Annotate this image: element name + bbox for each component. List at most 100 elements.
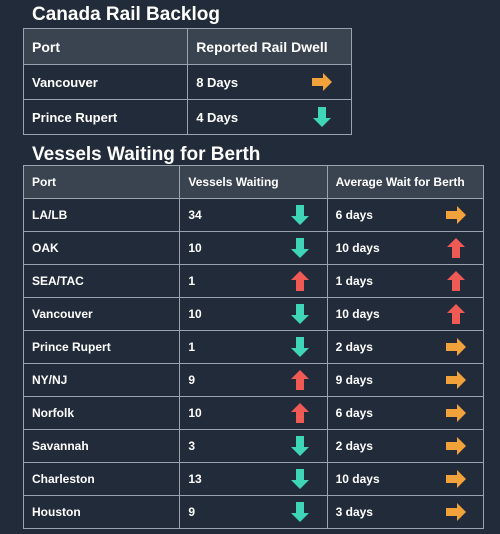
vessels-waiting-cell: 9 [179,495,328,529]
average-wait-cell: 10 days [326,231,485,265]
port-cell-text: Savannah [32,439,89,453]
vessels-waiting-cell: 10 [179,297,328,331]
right-arrow-icon [445,468,467,490]
column-header-vessels-waiting: Vessels Waiting [179,165,328,199]
table-row: NY/NJ 9 9 days [22,363,485,397]
down-arrow-icon [289,435,311,457]
port-cell-text: NY/NJ [32,373,68,387]
average-wait-cell: 9 days [326,363,485,397]
average-wait-cell-text: 2 days [335,439,373,453]
table-row: SEA/TAC 1 1 days [22,264,485,298]
port-cell: Prince Rupert [22,330,181,364]
right-arrow-icon [445,369,467,391]
vessels-waiting-cell: 1 [179,330,328,364]
average-wait-cell: 2 days [326,429,485,463]
vessels-waiting-cell: 9 [179,363,328,397]
vessels-waiting-cell-text: 10 [188,241,202,255]
vessels-waiting-cell-text: 10 [188,307,202,321]
port-cell-text: Prince Rupert [32,340,111,354]
average-wait-cell: 1 days [326,264,485,298]
up-arrow-icon [445,303,467,325]
vessels-waiting-cell-text: 10 [188,406,202,420]
vessels-waiting-table: Port Vessels Waiting Average Wait for Be… [22,165,485,529]
table-row: OAK 10 10 days [22,231,485,265]
down-arrow-icon [289,303,311,325]
average-wait-cell-text: 9 days [335,373,373,387]
table-row: Savannah 3 2 days [22,429,485,463]
rail-dwell-cell: 8 Days [187,64,352,100]
vessels-waiting-cell-text: 1 [188,340,196,354]
rail-dwell-cell-text: 8 Days [196,74,239,90]
average-wait-cell-text: 10 days [335,307,380,321]
average-wait-cell: 10 days [326,297,485,331]
port-cell-text: LA/LB [32,208,68,222]
table-header-row: Port Vessels Waiting Average Wait for Be… [22,165,485,199]
up-arrow-icon [445,270,467,292]
column-header-port: Port [22,165,181,199]
vessels-waiting-cell-text: 9 [188,373,196,387]
vessels-waiting-cell: 3 [179,429,328,463]
table-row: Charleston 13 10 days [22,462,485,496]
vessels-waiting-cell-text: 34 [188,208,202,222]
vessels-waiting-cell: 10 [179,231,328,265]
column-header-rail-dwell: Reported Rail Dwell [187,28,352,65]
port-cell-text: Norfolk [32,406,74,420]
average-wait-cell: 2 days [326,330,485,364]
average-wait-cell-text: 2 days [335,340,373,354]
table-header-row: Port Reported Rail Dwell [22,28,352,65]
right-arrow-icon [445,336,467,358]
vessels-waiting-cell-text: 9 [188,505,196,519]
right-arrow-icon [445,402,467,424]
column-header-port: Port [22,28,189,65]
table-row: Norfolk 10 6 days [22,396,485,430]
port-cell-text: Vancouver [32,74,98,90]
port-cell: Charleston [22,462,181,496]
right-arrow-icon [445,204,467,226]
port-cell: SEA/TAC [22,264,181,298]
port-cell: LA/LB [22,198,181,232]
average-wait-cell-text: 3 days [335,505,373,519]
port-cell: Norfolk [22,396,181,430]
average-wait-cell-text: 1 days [335,274,373,288]
up-arrow-icon [289,402,311,424]
average-wait-cell-text: 6 days [335,406,373,420]
right-arrow-icon [445,435,467,457]
port-cell: NY/NJ [22,363,181,397]
rail-dwell-cell: 4 Days [187,99,352,135]
down-arrow-icon [289,468,311,490]
up-arrow-icon [445,237,467,259]
vessels-waiting-cell: 13 [179,462,328,496]
average-wait-cell-text: 10 days [335,241,380,255]
down-arrow-icon [311,106,333,128]
port-cell: Savannah [22,429,181,463]
up-arrow-icon [289,369,311,391]
port-cell-text: Prince Rupert [32,109,118,125]
table-row: Vancouver 10 10 days [22,297,485,331]
port-cell: OAK [22,231,181,265]
average-wait-cell: 10 days [326,462,485,496]
berth-section-title: Vessels Waiting for Berth [32,144,261,165]
table-row: Vancouver 8 Days [22,64,352,100]
vessels-waiting-cell: 1 [179,264,328,298]
rail-dwell-cell-text: 4 Days [196,109,239,125]
vessels-waiting-cell-text: 13 [188,472,202,486]
up-arrow-icon [289,270,311,292]
down-arrow-icon [289,336,311,358]
average-wait-cell-text: 10 days [335,472,380,486]
port-cell-text: Charleston [32,472,95,486]
average-wait-cell: 6 days [326,198,485,232]
port-cell-text: Houston [32,505,81,519]
down-arrow-icon [289,204,311,226]
vessels-waiting-cell-text: 1 [188,274,196,288]
port-cell: Houston [22,495,181,529]
down-arrow-icon [289,237,311,259]
port-cell-text: OAK [32,241,59,255]
table-row: Prince Rupert 1 2 days [22,330,485,364]
table-row: Prince Rupert 4 Days [22,99,352,135]
port-cell-text: SEA/TAC [32,274,84,288]
vessels-waiting-cell: 34 [179,198,328,232]
vessels-waiting-cell: 10 [179,396,328,430]
port-cell: Prince Rupert [22,99,189,135]
right-arrow-icon [445,501,467,523]
down-arrow-icon [289,501,311,523]
